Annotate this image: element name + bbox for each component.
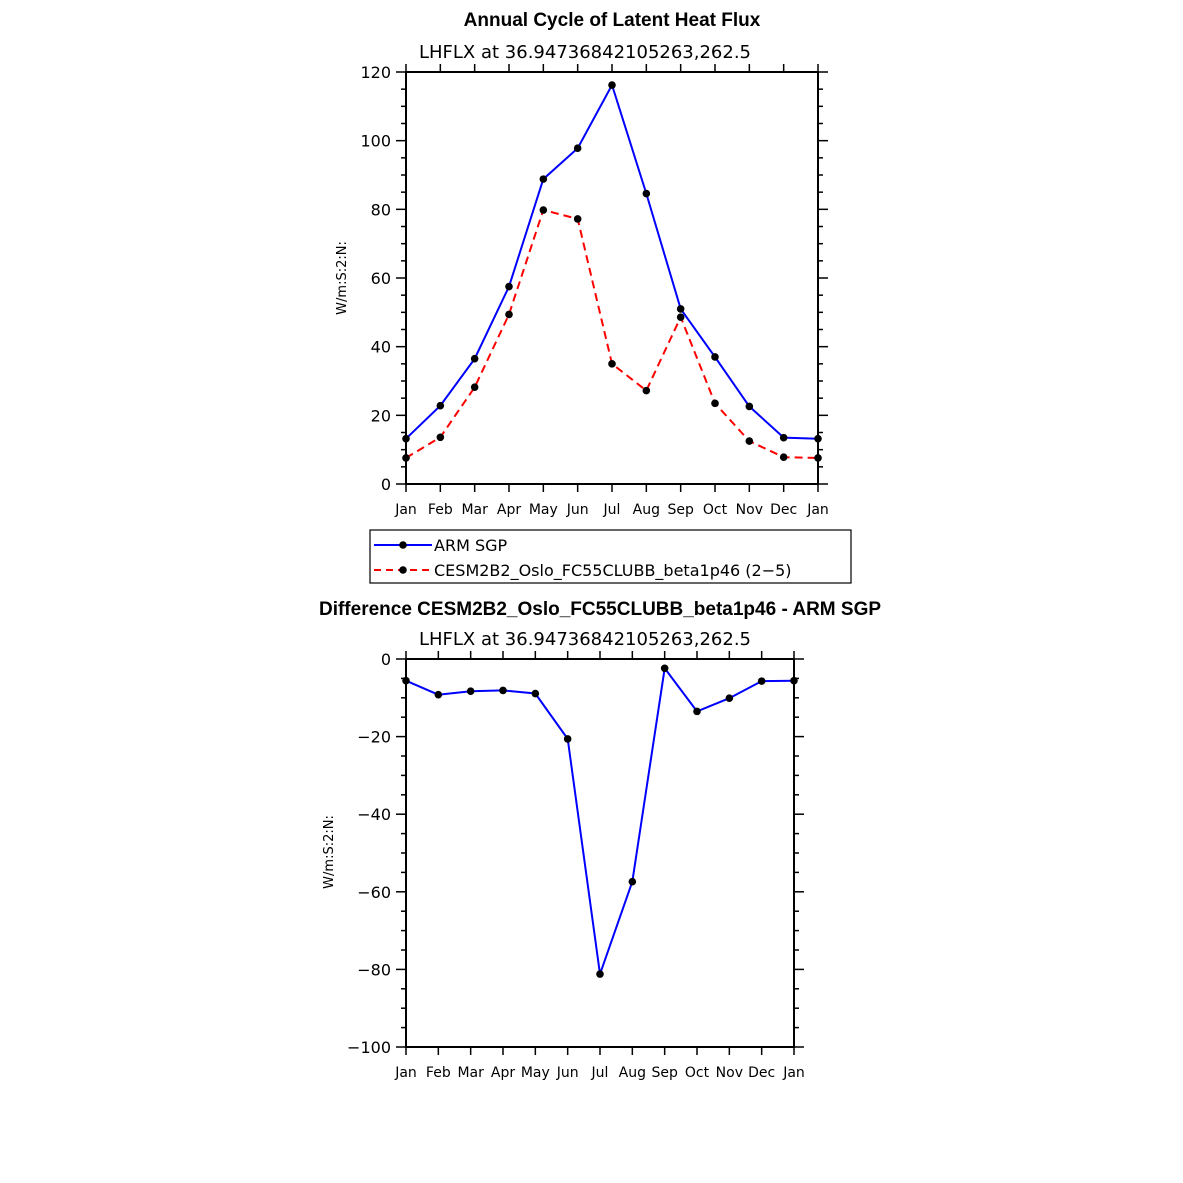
- x-tick-label: Jul: [603, 502, 621, 518]
- data-point: [608, 81, 616, 89]
- legend-box: [369, 529, 852, 584]
- data-point: [779, 433, 788, 442]
- x-tick-label: Sep: [651, 1065, 678, 1081]
- data-point: [539, 206, 548, 214]
- x-tick-label: Jan: [806, 502, 829, 518]
- data-point: [505, 310, 513, 319]
- data-point: [573, 215, 582, 223]
- y-tick-label: 0: [381, 475, 391, 494]
- data-point: [745, 402, 754, 411]
- data-point: [539, 175, 548, 183]
- y-tick-label: 60: [371, 269, 391, 288]
- x-tick-label: Oct: [703, 502, 728, 518]
- x-tick-label: May: [521, 1065, 550, 1081]
- y-tick-label: 80: [371, 200, 391, 219]
- chart-subtitle: LHFLX at 36.94736842105263,262.5: [419, 629, 751, 650]
- x-tick-label: Jan: [394, 502, 417, 518]
- x-tick-label: Feb: [428, 502, 453, 518]
- y-tick-label: −100: [347, 1038, 391, 1057]
- data-point: [436, 401, 445, 410]
- chart-title: Difference CESM2B2_Oslo_FC55CLUBB_beta1p…: [319, 599, 881, 620]
- data-point: [531, 689, 540, 698]
- x-tick-label: Mar: [461, 502, 488, 518]
- data-point: [642, 386, 651, 395]
- data-point: [402, 434, 410, 443]
- data-point: [608, 360, 616, 368]
- y-tick-label: 0: [381, 650, 391, 669]
- legend: ARM SGP CESM2B2_Oslo_FC55CLUBB_beta1p46 …: [369, 529, 852, 584]
- x-tick-label: Apr: [491, 1065, 515, 1081]
- y-tick-label: −20: [357, 728, 391, 747]
- series-line-0: [405, 82, 819, 440]
- data-point: [814, 434, 822, 443]
- legend-label-cesm: CESM2B2_Oslo_FC55CLUBB_beta1p46 (2−5): [434, 561, 792, 581]
- data-point: [660, 664, 669, 673]
- data-point: [470, 383, 479, 391]
- plot-frame: [405, 658, 795, 1048]
- legend-marker-cesm: [399, 566, 407, 574]
- data-point: [499, 686, 507, 695]
- data-point: [466, 687, 475, 696]
- data-point: [436, 433, 445, 442]
- data-point: [402, 454, 410, 462]
- x-tick-label: Aug: [633, 502, 660, 518]
- data-point: [779, 453, 788, 462]
- plot-frame: [405, 71, 819, 485]
- x-tick-label: Aug: [619, 1065, 646, 1081]
- data-point: [790, 676, 798, 685]
- y-tick-label: −40: [357, 805, 391, 824]
- x-tick-label: Jun: [556, 1065, 579, 1081]
- x-tick-label: Jul: [591, 1065, 609, 1081]
- data-point: [725, 694, 734, 702]
- series-line-1: [405, 208, 819, 459]
- x-tick-label: Nov: [736, 502, 763, 518]
- data-point: [711, 399, 719, 408]
- data-point: [745, 437, 754, 445]
- chart-subtitle: LHFLX at 36.94736842105263,262.5: [419, 42, 751, 63]
- y-tick-label: 40: [371, 338, 391, 357]
- data-point: [711, 353, 719, 361]
- data-point: [505, 282, 513, 291]
- x-tick-label: Mar: [457, 1065, 484, 1081]
- y-axis-label: W/m:S:2:N:: [322, 815, 337, 889]
- data-point: [676, 305, 685, 313]
- data-point: [693, 707, 701, 716]
- data-point: [402, 676, 410, 685]
- data-point: [676, 313, 685, 321]
- y-tick-label: 20: [371, 406, 391, 425]
- data-point: [573, 144, 582, 153]
- data-point: [470, 354, 479, 363]
- series-line-0: [405, 665, 795, 975]
- y-tick-label: 100: [360, 132, 391, 151]
- x-tick-label: Apr: [497, 502, 521, 518]
- y-tick-label: −60: [357, 883, 391, 902]
- y-axis-label: W/m:S:2:N:: [335, 241, 350, 315]
- x-tick-label: Sep: [667, 502, 694, 518]
- x-tick-label: Oct: [685, 1065, 710, 1081]
- x-tick-label: Feb: [426, 1065, 451, 1081]
- annual-cycle-chart: Annual Cycle of Latent Heat Flux LHFLX a…: [335, 10, 829, 518]
- difference-chart: Difference CESM2B2_Oslo_FC55CLUBB_beta1p…: [319, 599, 881, 1081]
- x-tick-label: Jun: [566, 502, 589, 518]
- x-tick-label: Dec: [770, 502, 797, 518]
- x-tick-label: May: [529, 502, 558, 518]
- legend-marker-arm: [399, 541, 407, 549]
- data-point: [596, 970, 604, 978]
- legend-label-arm: ARM SGP: [434, 536, 508, 555]
- data-point: [814, 454, 822, 462]
- x-tick-label: Jan: [394, 1065, 417, 1081]
- data-point: [642, 189, 651, 198]
- data-point: [434, 690, 443, 699]
- x-tick-label: Nov: [716, 1065, 743, 1081]
- data-point: [757, 677, 766, 685]
- data-point: [628, 877, 637, 886]
- x-tick-label: Jan: [782, 1065, 805, 1081]
- chart-title: Annual Cycle of Latent Heat Flux: [464, 10, 761, 31]
- data-point: [563, 735, 572, 743]
- x-tick-label: Dec: [748, 1065, 775, 1081]
- y-tick-label: 120: [360, 63, 391, 82]
- y-tick-label: −80: [357, 960, 391, 979]
